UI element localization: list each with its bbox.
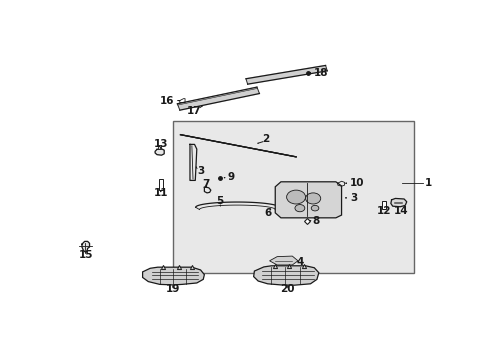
Text: 7: 7: [202, 179, 209, 189]
Text: 14: 14: [393, 207, 408, 216]
Circle shape: [294, 204, 304, 212]
Polygon shape: [269, 256, 297, 265]
Polygon shape: [390, 198, 406, 207]
Polygon shape: [275, 182, 341, 218]
Text: 18: 18: [314, 68, 328, 78]
Text: 6: 6: [264, 208, 271, 218]
Text: 8: 8: [311, 216, 319, 226]
Text: 16: 16: [159, 96, 174, 105]
Polygon shape: [245, 66, 326, 84]
Polygon shape: [82, 242, 89, 252]
Polygon shape: [253, 266, 318, 285]
Circle shape: [286, 190, 305, 204]
FancyBboxPatch shape: [159, 179, 163, 190]
FancyBboxPatch shape: [158, 145, 161, 149]
Text: 5: 5: [216, 196, 224, 206]
Text: 19: 19: [165, 284, 180, 294]
Text: 4: 4: [296, 257, 303, 267]
Text: 2: 2: [262, 134, 269, 144]
Polygon shape: [177, 87, 259, 110]
FancyBboxPatch shape: [382, 201, 385, 209]
Polygon shape: [142, 267, 204, 285]
Text: 20: 20: [280, 284, 294, 294]
Text: 3: 3: [197, 166, 204, 176]
Text: 17: 17: [186, 105, 201, 116]
FancyBboxPatch shape: [173, 121, 413, 273]
Text: 13: 13: [154, 139, 168, 149]
Circle shape: [310, 205, 318, 211]
Text: 3: 3: [349, 193, 357, 203]
Text: 9: 9: [227, 171, 235, 181]
Text: 11: 11: [153, 188, 168, 198]
Text: 1: 1: [424, 178, 431, 188]
Polygon shape: [155, 149, 164, 155]
Text: 12: 12: [376, 207, 390, 216]
Text: 10: 10: [349, 178, 364, 188]
Text: 15: 15: [79, 250, 93, 260]
Circle shape: [305, 193, 320, 204]
